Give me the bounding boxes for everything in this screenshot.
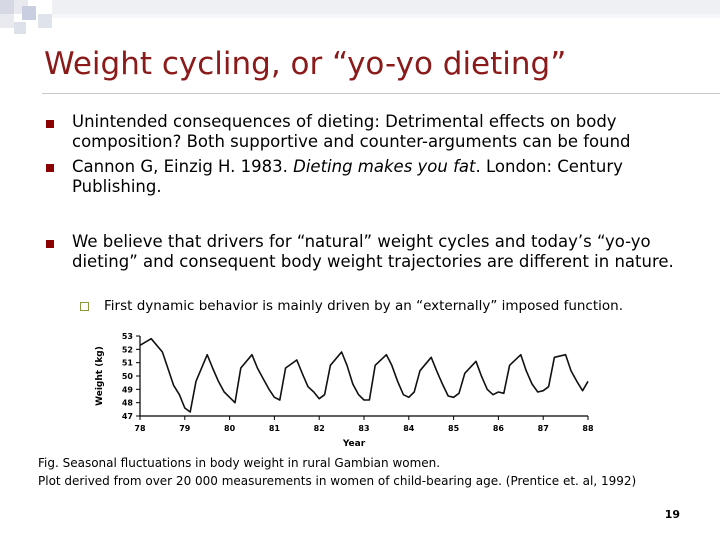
x-tick-label: 85 xyxy=(448,424,460,433)
x-axis-label: Year xyxy=(342,439,366,449)
y-tick-label: 50 xyxy=(122,372,134,381)
bullet-marker xyxy=(46,120,54,128)
x-tick-label: 87 xyxy=(538,424,549,433)
x-tick-label: 81 xyxy=(269,424,281,433)
weight-chart: 47 48 49 50 51 52 53 78 79 80 81 82 83 84 85 86 87 88 Weig… xyxy=(95,332,594,449)
weight-series-line xyxy=(139,337,589,413)
y-tick-label: 53 xyxy=(122,332,133,341)
bullet-marker xyxy=(46,240,54,248)
y-tick-label: 49 xyxy=(122,385,134,394)
x-tick-label: 88 xyxy=(582,424,594,433)
bullet-text-citation: Cannon G, Einzig H. 1983. Dieting makes … xyxy=(72,157,692,197)
slide-title: Weight cycling, or “yo-yo dieting” xyxy=(44,46,567,82)
y-axis-label: Weight (kg) xyxy=(95,346,105,406)
y-tick-label: 48 xyxy=(122,399,134,408)
sub-bullet-text: First dynamic behavior is mainly driven … xyxy=(104,298,624,314)
bullet-text: Unintended consequences of dieting: Detr… xyxy=(72,112,631,151)
x-tick-label: 82 xyxy=(314,424,325,433)
bullet-text: We believe that drivers for “natural” we… xyxy=(72,232,674,271)
y-tick-label: 47 xyxy=(122,412,133,421)
x-tick-label: 79 xyxy=(179,424,191,433)
title-divider xyxy=(42,93,720,94)
figure-caption-line2: Plot derived from over 20 000 measuremen… xyxy=(38,474,637,488)
y-tick-label: 52 xyxy=(122,345,133,354)
page-number: 19 xyxy=(664,508,680,521)
bullet-marker xyxy=(46,164,54,172)
sub-bullet-marker xyxy=(80,302,89,311)
y-tick-label: 51 xyxy=(122,359,134,368)
x-tick-label: 83 xyxy=(358,424,369,433)
citation-book-title: Dieting makes you fat xyxy=(293,157,476,176)
x-tick-label: 78 xyxy=(134,424,146,433)
x-tick-label: 86 xyxy=(493,424,505,433)
citation-authors: Cannon G, Einzig H. 1983. xyxy=(72,157,294,176)
decorative-header-squares xyxy=(0,0,720,34)
citation-publisher: . London: Century Publishing. xyxy=(72,157,623,196)
x-tick-label: 84 xyxy=(403,424,415,433)
figure-caption-line1: Fig. Seasonal fluctuations in body weigh… xyxy=(38,456,441,470)
x-tick-label: 80 xyxy=(224,424,236,433)
